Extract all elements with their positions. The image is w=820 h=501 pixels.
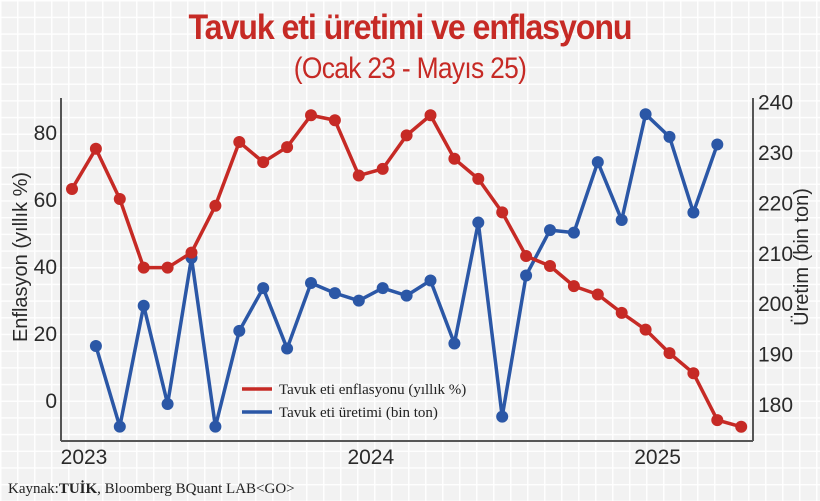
left-tick-label: 80 <box>34 122 57 145</box>
right-tick-label: 220 <box>758 192 793 215</box>
x-axis-ticks: 2023 2024 2025 <box>61 446 681 469</box>
legend-label-inflation: Tavuk eti enflasyonu (yıllık %) <box>279 382 466 398</box>
data-point <box>567 226 580 239</box>
data-point <box>472 216 485 229</box>
data-point <box>544 224 556 237</box>
data-point <box>448 152 461 165</box>
right-tick-label: 230 <box>758 142 793 165</box>
inflation-series <box>66 109 748 433</box>
chart-subtitle: (Ocak 23 - Mayıs 25) <box>293 52 527 85</box>
data-point <box>376 162 389 175</box>
right-tick-label: 210 <box>758 243 793 266</box>
data-point <box>520 269 533 282</box>
data-point <box>352 169 365 182</box>
data-point <box>615 306 628 319</box>
data-point <box>735 420 748 433</box>
right-tick-label: 240 <box>758 92 793 115</box>
data-point <box>687 367 700 380</box>
right-axis-title: Üretim (bin ton) <box>791 188 813 326</box>
data-point <box>209 420 222 433</box>
right-axis-ticks: 180 190 200 210 220 230 240 <box>758 92 793 417</box>
data-point <box>257 156 270 169</box>
data-point <box>567 280 580 293</box>
data-point <box>233 136 246 149</box>
data-point <box>352 294 365 307</box>
data-point <box>400 129 413 142</box>
data-point <box>496 206 509 219</box>
right-tick-label: 190 <box>758 344 793 367</box>
data-point <box>400 289 413 302</box>
data-point <box>305 277 317 290</box>
data-point <box>161 261 174 274</box>
data-point <box>89 142 102 155</box>
data-point <box>257 282 270 295</box>
legend: Tavuk eti enflasyonu (yıllık %) Tavuk et… <box>242 382 466 421</box>
data-point <box>137 299 150 312</box>
data-point <box>711 414 724 427</box>
source-rest: , Bloomberg BQuant LAB<GO> <box>97 481 295 497</box>
x-tick-label: 2025 <box>634 446 681 469</box>
left-tick-label: 20 <box>34 323 57 346</box>
data-point <box>472 172 485 185</box>
data-point <box>161 398 174 410</box>
data-point <box>424 109 437 122</box>
data-point <box>448 337 461 350</box>
data-point <box>233 324 246 337</box>
data-point <box>639 108 652 121</box>
left-axis-title: Enflasyon (yıllık %) <box>10 172 32 342</box>
data-point <box>687 206 700 219</box>
data-point <box>663 130 676 143</box>
data-point <box>328 114 341 127</box>
data-point <box>305 109 317 122</box>
data-point <box>66 182 78 195</box>
data-point <box>639 323 652 336</box>
left-tick-label: 40 <box>34 256 57 279</box>
left-tick-label: 0 <box>45 390 57 413</box>
data-point <box>496 410 509 423</box>
series-line <box>94 112 719 429</box>
data-point <box>376 282 389 295</box>
left-tick-label: 60 <box>34 189 57 212</box>
data-point <box>520 249 533 262</box>
data-point <box>711 138 724 151</box>
data-point <box>89 340 102 353</box>
data-point <box>209 199 222 212</box>
data-point <box>615 214 628 227</box>
x-tick-label: 2023 <box>61 446 108 469</box>
left-axis-ticks: 0 20 40 60 80 <box>34 122 57 413</box>
legend-label-production: Tavuk eti üretimi (bin ton) <box>279 405 438 421</box>
data-point <box>424 274 437 287</box>
data-point <box>137 261 150 274</box>
x-tick-label: 2024 <box>347 446 394 469</box>
right-tick-label: 200 <box>758 293 793 316</box>
data-point <box>591 156 604 169</box>
data-point <box>328 287 341 300</box>
data-point <box>113 420 126 433</box>
production-series <box>89 108 724 433</box>
chart-title: Tavuk eti üretimi ve enflasyonu <box>188 8 633 47</box>
data-point <box>281 141 294 154</box>
data-point <box>185 246 198 259</box>
data-point <box>544 260 556 272</box>
source-primary: TUİK <box>58 481 98 497</box>
source-note: Kaynak:TUİK, Bloomberg BQuant LAB<GO> <box>8 481 295 498</box>
data-point <box>663 347 676 360</box>
data-point <box>113 193 126 205</box>
source-label: Kaynak: <box>8 481 59 497</box>
data-point <box>591 288 604 301</box>
right-tick-label: 180 <box>758 394 793 417</box>
data-point <box>281 342 294 355</box>
